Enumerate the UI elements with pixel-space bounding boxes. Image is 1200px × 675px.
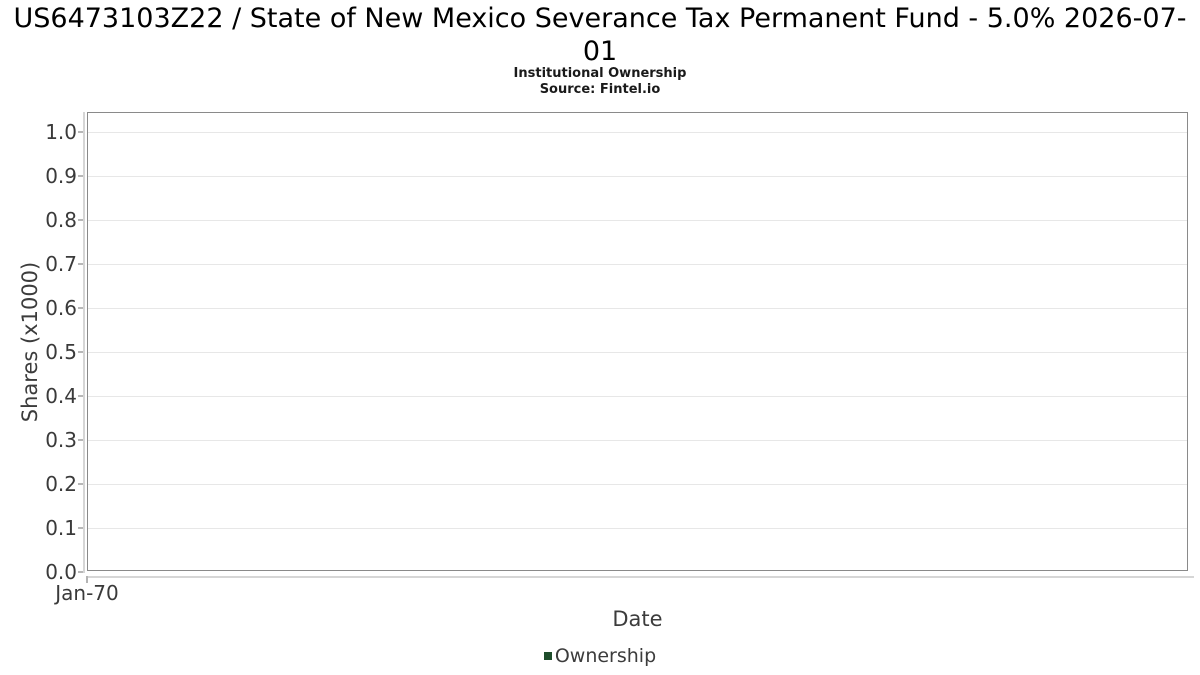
- y-tick-label: 0.6: [45, 296, 77, 320]
- y-axis-tick: [78, 351, 83, 353]
- legend-label-ownership: Ownership: [554, 645, 657, 667]
- y-axis-tick: [78, 175, 83, 177]
- y-axis-tick: [78, 131, 83, 133]
- y-axis-line: [83, 112, 85, 573]
- x-axis-title: Date: [612, 607, 663, 631]
- y-axis-tick: [78, 483, 83, 485]
- y-gridline: [88, 528, 1187, 529]
- y-tick-label: 0.2: [45, 472, 77, 496]
- y-axis-tick: [78, 527, 83, 529]
- y-tick-label: 0.1: [45, 516, 77, 540]
- y-axis-tick: [78, 439, 83, 441]
- y-axis-tick: [78, 263, 83, 265]
- plot-area: [87, 112, 1188, 571]
- y-tick-label: 0.3: [45, 428, 77, 452]
- y-tick-label: 0.7: [45, 252, 77, 276]
- y-gridline: [88, 220, 1187, 221]
- chart-title: US6473103Z22 / State of New Mexico Sever…: [13, 3, 1187, 67]
- x-axis-tick: [86, 576, 88, 583]
- y-axis-tick: [78, 307, 83, 309]
- y-tick-label: 1.0: [45, 120, 77, 144]
- chart-source-line: Source: Fintel.io: [539, 82, 661, 97]
- y-axis-tick: [78, 219, 83, 221]
- x-axis-line: [87, 576, 1194, 578]
- legend: Ownership: [0, 645, 1200, 667]
- y-tick-label: 0.5: [45, 340, 77, 364]
- y-gridline: [88, 308, 1187, 309]
- y-gridline: [88, 264, 1187, 265]
- y-tick-label: 0.9: [45, 164, 77, 188]
- y-gridline: [88, 396, 1187, 397]
- legend-marker-ownership: [543, 652, 552, 660]
- y-tick-label: 0.0: [45, 560, 77, 584]
- y-axis-tick: [78, 571, 83, 573]
- x-tick-label: Jan-70: [55, 581, 119, 605]
- y-axis-tick: [78, 395, 83, 397]
- y-gridline: [88, 352, 1187, 353]
- y-gridline: [88, 176, 1187, 177]
- chart-subtitle: Institutional Ownership: [513, 66, 687, 81]
- y-tick-label: 0.8: [45, 208, 77, 232]
- y-tick-label: 0.4: [45, 384, 77, 408]
- y-gridline: [88, 440, 1187, 441]
- y-gridline: [88, 484, 1187, 485]
- y-gridline: [88, 132, 1187, 133]
